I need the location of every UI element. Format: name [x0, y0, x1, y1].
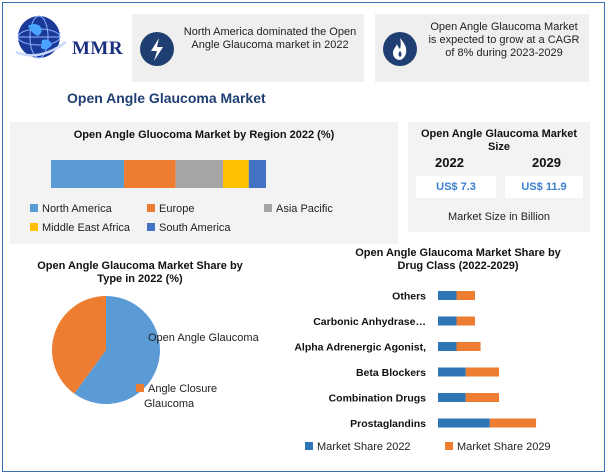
- market-size-year-2029: 2029: [532, 155, 561, 170]
- market-size-panel: Open Angle Glaucoma Market Size 2022 202…: [408, 122, 590, 232]
- drug-bar-carbonic-anhydrase-market-share-2029: [456, 316, 475, 326]
- flame-icon: [383, 32, 417, 66]
- market-size-year-2022: 2022: [435, 155, 464, 170]
- drug-class-label: Carbonic Anhydrase…: [313, 316, 426, 328]
- drug-class-label: Alpha Adrenergic Agonist,: [294, 342, 426, 354]
- legend-angle-closure-glaucoma: Angle Closure Glaucoma: [136, 382, 217, 412]
- type-pie-chart: [52, 296, 160, 404]
- region-bar-asia-pacific: [175, 160, 223, 188]
- mmr-logo: MMR: [14, 12, 126, 62]
- drug-bar-beta-blockers-market-share-2022: [438, 367, 466, 377]
- drug-class-chart-title: Open Angle Glaucoma Market Share by Drug…: [355, 247, 561, 272]
- market-size-value-2029: US$ 11.9: [505, 176, 583, 198]
- drug-bar-prostaglandins-market-share-2029: [489, 418, 537, 428]
- market-size-title: Open Angle Glaucoma Market Size: [420, 128, 578, 153]
- logo-text: MMR: [72, 38, 124, 59]
- drug-bar-alpha-adrenergic-agonist-market-share-2029: [456, 342, 481, 351]
- banner-dominance: North America dominated the Open Angle G…: [132, 14, 364, 82]
- region-stacked-bar-chart: [51, 160, 266, 188]
- drug-bar-others-market-share-2022: [438, 291, 457, 300]
- region-bar-middle-east-africa: [223, 160, 249, 188]
- drug-bar-alpha-adrenergic-agonist-market-share-2022: [438, 342, 457, 351]
- pie-slice-angle-closure-glaucoma: [52, 296, 106, 394]
- legend-south-america: South America: [147, 222, 231, 234]
- region-bar-south-america: [248, 160, 266, 188]
- legend-middle-east-africa: Middle East Africa: [30, 222, 130, 234]
- type-chart-title: Open Angle Glaucoma Market Share by Type…: [37, 260, 243, 285]
- legend-north-america: North America: [30, 203, 112, 215]
- market-size-value-2022: US$ 7.3: [416, 176, 496, 198]
- banner-cagr: Open Angle Glaucoma Market is expected t…: [375, 14, 589, 82]
- lightning-bolt-icon: [140, 32, 174, 66]
- drug-class-label: Prostaglandins: [350, 418, 426, 430]
- drug-class-label: Combination Drugs: [329, 393, 427, 405]
- banner-cagr-text: Open Angle Glaucoma Market is expected t…: [428, 21, 580, 59]
- legend-market-share-2029: Market Share 2029: [445, 441, 551, 453]
- pie-slice-open-angle-glaucoma: [74, 296, 160, 404]
- market-size-caption: Market Size in Billion: [447, 211, 551, 223]
- region-bar-north-america: [51, 160, 125, 188]
- legend-asia-pacific: Asia Pacific: [264, 203, 333, 215]
- legend-open-angle-glaucoma: Open Angle Glaucoma: [136, 332, 259, 344]
- drug-class-label: Beta Blockers: [356, 367, 426, 379]
- region-bar-europe: [124, 160, 176, 188]
- legend-europe: Europe: [147, 203, 194, 215]
- drug-bar-combination-drugs-market-share-2022: [438, 393, 466, 402]
- legend-market-share-2022: Market Share 2022: [305, 441, 411, 453]
- drug-bar-combination-drugs-market-share-2029: [465, 393, 500, 402]
- drug-class-label: Others: [392, 291, 426, 303]
- drug-bar-carbonic-anhydrase-market-share-2022: [438, 316, 457, 326]
- banner-dominance-text: North America dominated the Open Angle G…: [183, 26, 357, 51]
- drug-bar-prostaglandins-market-share-2022: [438, 418, 490, 428]
- drug-bar-others-market-share-2029: [456, 291, 475, 300]
- region-chart-title: Open Angle Gluocoma Market by Region 202…: [73, 129, 335, 141]
- region-panel: Open Angle Gluocoma Market by Region 202…: [10, 122, 398, 244]
- drug-bar-beta-blockers-market-share-2029: [465, 367, 500, 377]
- drug-class-stacked-bar-chart: Others Carbonic Anhydrase… Alpha Adrenergi…: [294, 291, 537, 430]
- main-title: Open Angle Glaucoma Market: [67, 90, 266, 106]
- globe-icon: [15, 15, 67, 59]
